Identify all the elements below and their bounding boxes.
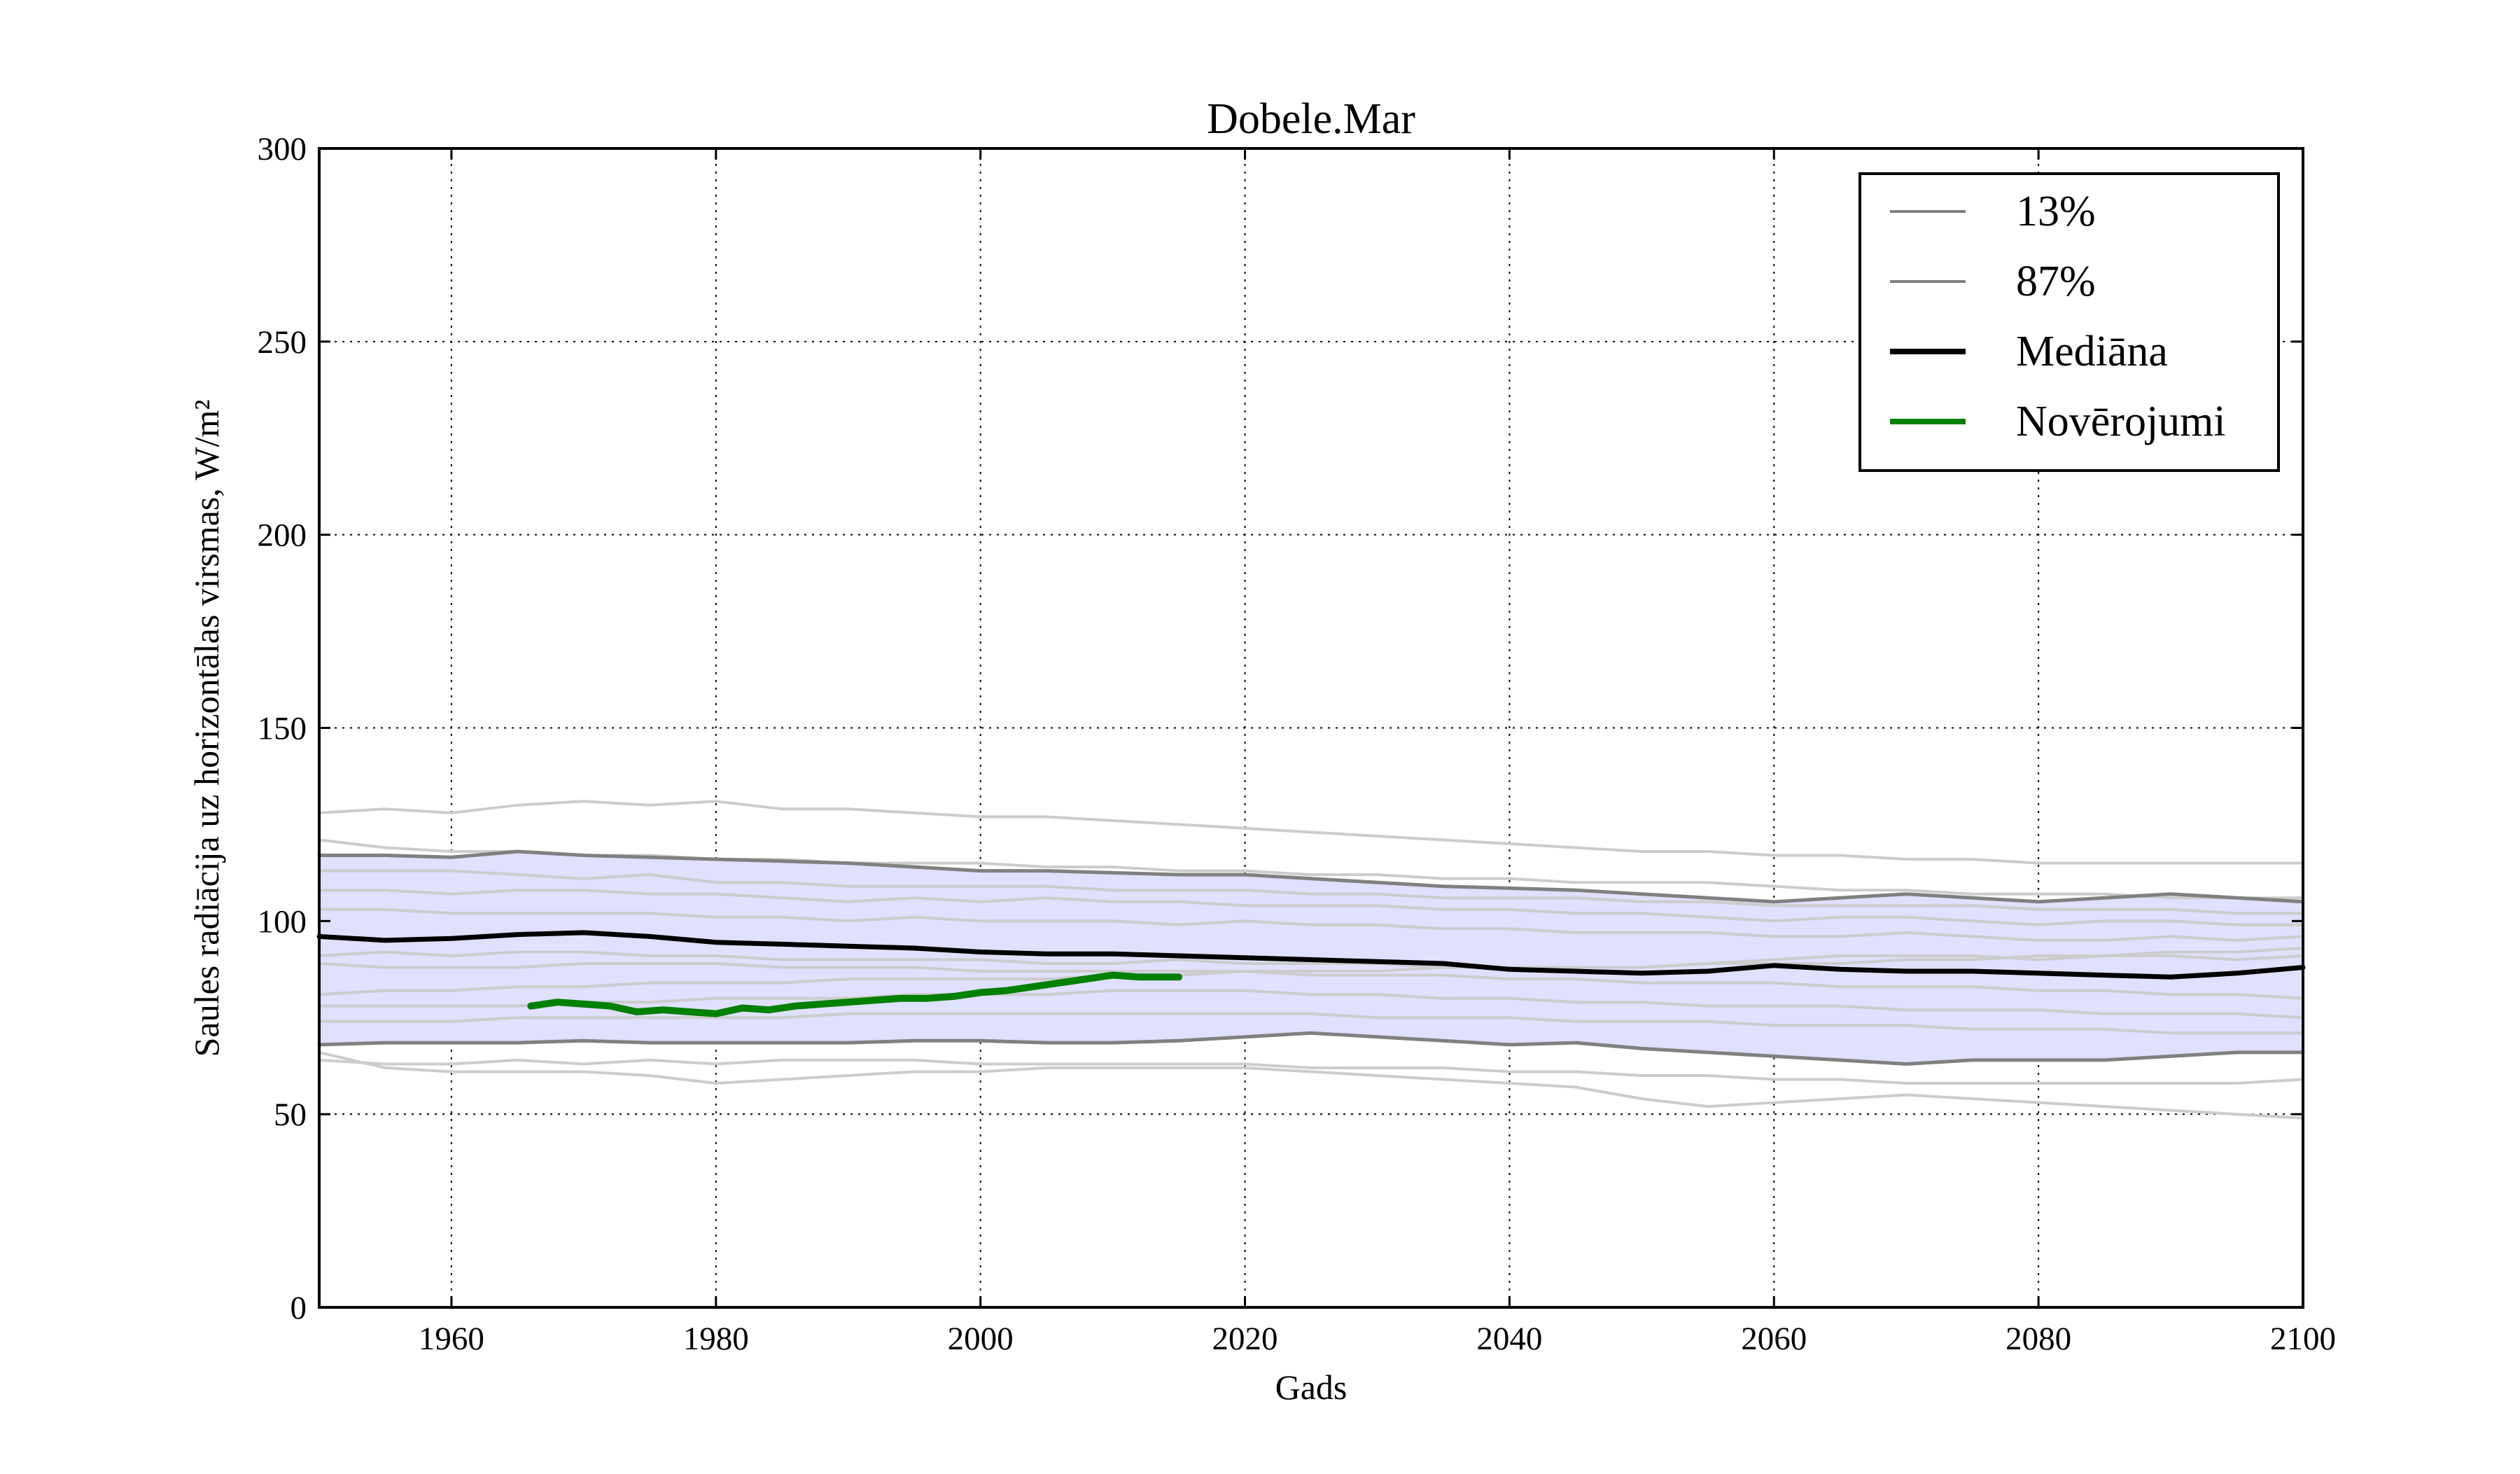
ensemble-line-5	[319, 908, 2304, 942]
x-tick-label: 2080	[2005, 1321, 2071, 1357]
x-tick-label: 2040	[1476, 1321, 1542, 1357]
legend-items: 13% 87% Mediāna Novērojumi	[1890, 188, 2226, 445]
x-tick-label: 1980	[683, 1321, 749, 1357]
series-line-87	[317, 849, 2305, 904]
y-tick-label: 250	[258, 324, 307, 361]
x-tick-label: 2060	[1741, 1321, 1807, 1357]
ensemble-line-6	[318, 950, 2304, 969]
legend-label-2: 87%	[2016, 258, 2096, 305]
legend-label-1: 13%	[2016, 188, 2096, 235]
y-tick-label: 0	[290, 1290, 307, 1326]
y-tick-label: 150	[258, 711, 307, 747]
ensemble-line-1	[318, 800, 2303, 865]
ensemble-line-7	[318, 962, 2304, 1000]
y-tick-label: 100	[258, 903, 307, 940]
y-axis-label: Saules radiācija uz horizontālas virsmas…	[187, 400, 226, 1057]
ensemble-line-4	[319, 889, 2303, 926]
tick-layer: 1960 1980 2000 2020 2040 2060 2080 2100 0 50 100 15…	[258, 131, 2337, 1357]
legend: 13% 87% Mediāna Novērojumi	[1858, 172, 2280, 472]
ensemble-layer	[318, 800, 2304, 1120]
ensemble-line-10	[319, 1012, 2303, 1035]
x-tick-label: 2000	[948, 1321, 1014, 1357]
legend-label-3: Mediāna	[2016, 328, 2168, 375]
y-tick-label: 50	[274, 1097, 307, 1133]
ensemble-line-8	[318, 947, 2304, 996]
y-tick-label: 300	[258, 131, 307, 167]
chart-title: Dobele.Mar	[1207, 95, 1415, 143]
ensemble-line-2	[318, 838, 2303, 900]
x-tick-label: 2100	[2270, 1321, 2336, 1357]
ensemble-line-11	[318, 1058, 2304, 1085]
ensemble-line-3	[319, 869, 2303, 915]
series-line-13	[317, 1031, 2305, 1066]
x-tick-label: 1960	[419, 1321, 484, 1357]
ensemble-line-12	[318, 1050, 2304, 1120]
legend-label-4: Novērojumi	[2016, 398, 2226, 445]
series-line-observations	[527, 971, 1183, 1017]
y-tick-label: 200	[258, 517, 307, 554]
series-line-median	[316, 930, 2306, 980]
ensemble-line-9	[319, 989, 2304, 1020]
x-tick-label: 2020	[1212, 1321, 1278, 1357]
x-axis-label: Gads	[1275, 1368, 1348, 1407]
series-layer	[316, 849, 2306, 1066]
